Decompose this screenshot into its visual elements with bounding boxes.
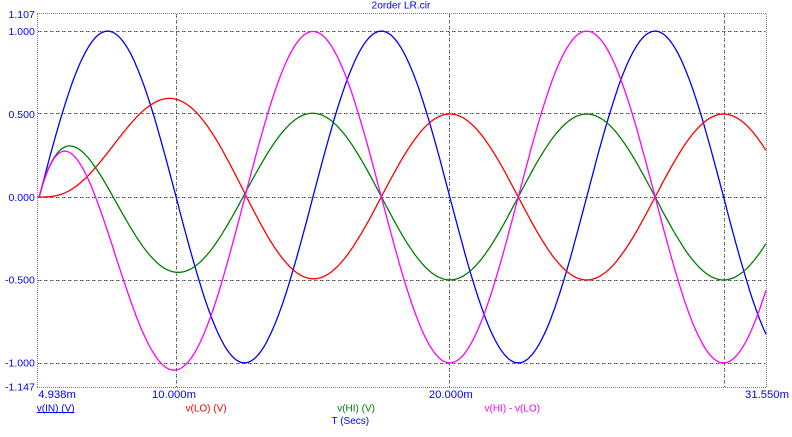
svg-text:v(IN) (V): v(IN) (V) <box>37 404 75 415</box>
svg-text:0.000: 0.000 <box>9 192 35 204</box>
svg-text:-1.147: -1.147 <box>5 382 35 394</box>
svg-text:-1.000: -1.000 <box>5 358 35 370</box>
svg-text:v(LO) (V): v(LO) (V) <box>186 404 227 415</box>
svg-text:0.500: 0.500 <box>9 109 35 121</box>
svg-text:1.000: 1.000 <box>9 26 35 38</box>
svg-text:v(HI) (V): v(HI) (V) <box>337 404 375 415</box>
svg-text:20.000m: 20.000m <box>429 389 473 401</box>
svg-text:-0.500: -0.500 <box>5 275 35 287</box>
svg-text:v(HI) - v(LO): v(HI) - v(LO) <box>485 404 541 415</box>
svg-text:1.107: 1.107 <box>9 9 35 21</box>
svg-text:2order LR.cir: 2order LR.cir <box>372 0 431 11</box>
svg-text:4.938m: 4.938m <box>38 389 76 401</box>
svg-text:T (Secs): T (Secs) <box>332 416 370 427</box>
svg-text:10.000m: 10.000m <box>152 389 196 401</box>
svg-text:31.550m: 31.550m <box>745 389 789 401</box>
